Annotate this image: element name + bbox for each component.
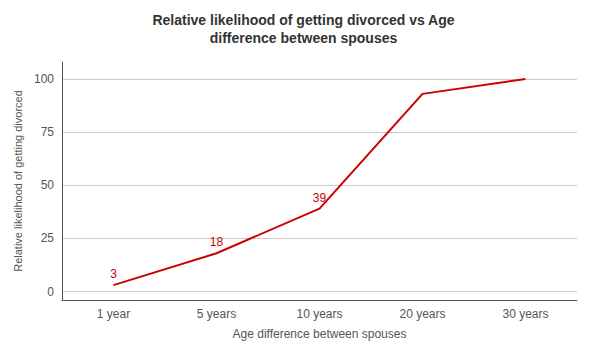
svg-text:difference between spouses: difference between spouses (210, 30, 398, 46)
svg-text:Age difference between spouses: Age difference between spouses (233, 327, 407, 341)
svg-text:5 years: 5 years (197, 307, 236, 321)
svg-text:30 years: 30 years (502, 307, 548, 321)
svg-text:39: 39 (313, 191, 327, 205)
svg-text:20 years: 20 years (399, 307, 445, 321)
svg-text:3: 3 (110, 267, 117, 281)
svg-text:25: 25 (41, 231, 55, 245)
svg-text:18: 18 (210, 235, 224, 249)
svg-text:Relative likelihood of getting: Relative likelihood of getting divorced … (152, 12, 454, 28)
svg-text:0: 0 (47, 285, 54, 299)
svg-text:50: 50 (41, 178, 55, 192)
svg-text:Relative likelihood of getting: Relative likelihood of getting divorced (12, 90, 24, 272)
svg-text:1 year: 1 year (97, 307, 130, 321)
svg-text:10 years: 10 years (296, 307, 342, 321)
svg-text:100: 100 (34, 72, 54, 86)
svg-text:75: 75 (41, 125, 55, 139)
